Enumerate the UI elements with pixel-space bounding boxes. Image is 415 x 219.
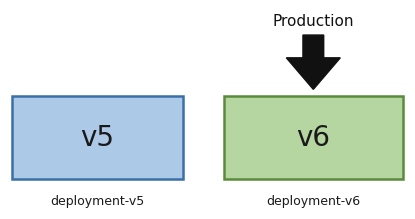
Text: deployment-v6: deployment-v6	[266, 195, 360, 208]
FancyBboxPatch shape	[12, 96, 183, 179]
Text: v6: v6	[296, 124, 330, 152]
Text: Production: Production	[273, 14, 354, 28]
Text: deployment-v5: deployment-v5	[50, 195, 145, 208]
FancyArrow shape	[286, 35, 340, 89]
FancyBboxPatch shape	[224, 96, 403, 179]
Text: v5: v5	[81, 124, 115, 152]
